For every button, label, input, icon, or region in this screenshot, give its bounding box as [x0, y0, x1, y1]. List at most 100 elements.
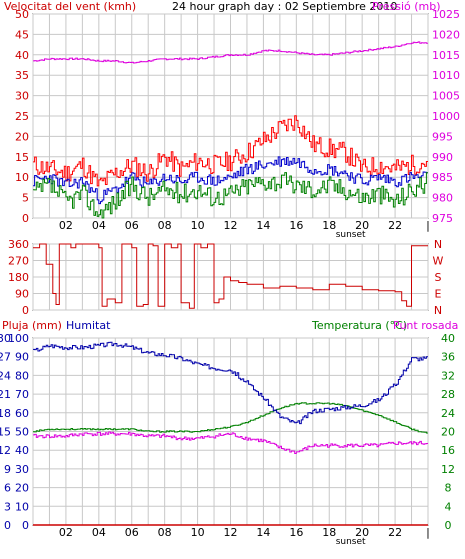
rain-tick-label: 30 [0, 332, 11, 345]
rain-tick-label: 15 [0, 426, 11, 439]
temperature-tick-label: 0 [445, 519, 452, 532]
x-tick-label: 22 [388, 219, 402, 232]
pressure-series [33, 41, 428, 64]
humidity-tick-label: 40 [15, 444, 29, 457]
compass-label: S [435, 271, 442, 284]
sunset-label: sunset [336, 537, 366, 547]
x-tick-label: 12 [224, 526, 238, 539]
x-tick-label: 10 [191, 219, 205, 232]
rain-tick-label: 6 [4, 482, 11, 495]
dewpoint-series [33, 431, 428, 454]
y-tick-label: 35 [15, 69, 29, 82]
graph-title: 24 hour graph day : 02 Septiembre 2010 [172, 0, 397, 13]
rain-tick-label: 12 [0, 444, 11, 457]
x-tick-label: 16 [289, 526, 303, 539]
x-tick-label: 08 [158, 219, 172, 232]
y-tick-label: 30 [15, 90, 29, 103]
y-right-tick-label: 1005 [432, 90, 460, 103]
humidity-tick-label: 10 [15, 500, 29, 513]
temperature-tick-label: 24 [441, 407, 455, 420]
compass-label: N [434, 238, 442, 251]
temperature-tick-label: 4 [445, 500, 452, 513]
wind-low-series [33, 172, 428, 219]
compass-label: N [434, 304, 442, 317]
y-tick-label: 180 [8, 271, 29, 284]
compass-label: W [433, 255, 444, 268]
x-tick-label: 06 [125, 526, 139, 539]
rain-tick-label: 0 [4, 519, 11, 532]
humidity-tick-label: 70 [15, 388, 29, 401]
y-tick-label: 45 [15, 28, 29, 41]
temperature-tick-label: 36 [441, 351, 455, 364]
temperature-tick-label: 20 [441, 426, 455, 439]
y-tick-label: 20 [15, 130, 29, 143]
temperature-title: Temperatura (°C) [311, 319, 407, 332]
y-tick-label: 25 [15, 110, 29, 123]
x-tick-label: 16 [289, 219, 303, 232]
rain-tick-label: 3 [4, 500, 11, 513]
temperature-tick-label: 28 [441, 388, 455, 401]
x-tick-label: 14 [256, 219, 270, 232]
x-tick-label: 20 [355, 219, 369, 232]
x-tick-label: 08 [158, 526, 172, 539]
y-right-tick-label: 1025 [432, 8, 460, 21]
temperature-tick-label: 40 [441, 332, 455, 345]
wind-average-series [33, 156, 428, 205]
temperature-series [33, 402, 428, 434]
humidity-tick-label: 60 [15, 407, 29, 420]
temperature-tick-label: 8 [445, 482, 452, 495]
y-tick-label: 50 [15, 8, 29, 21]
temperature-tick-label: 12 [441, 463, 455, 476]
humidity-tick-label: 0 [22, 519, 29, 532]
x-tick-label: 04 [92, 219, 106, 232]
humidity-tick-label: 90 [15, 351, 29, 364]
x-tick-label: 18 [322, 526, 336, 539]
x-tick-label: 20 [355, 526, 369, 539]
x-tick-label: 12 [224, 219, 238, 232]
humidity-title: Humitat [66, 319, 111, 332]
y-tick-label: 270 [8, 255, 29, 268]
sunset-label: sunset [336, 230, 366, 240]
wind-gust-series [33, 115, 428, 187]
y-tick-label: 15 [15, 151, 29, 164]
y-right-tick-label: 1000 [432, 110, 460, 123]
x-tick-label: 06 [125, 219, 139, 232]
rain-tick-label: 21 [0, 388, 11, 401]
x-end-tick: | [426, 219, 430, 232]
humidity-tick-label: 80 [15, 369, 29, 382]
x-tick-label: 14 [256, 526, 270, 539]
y-tick-label: 40 [15, 49, 29, 62]
rain-tick-label: 27 [0, 351, 11, 364]
compass-label: E [435, 288, 442, 301]
x-tick-label: 18 [322, 219, 336, 232]
x-tick-label: 02 [59, 526, 73, 539]
y-right-tick-label: 985 [432, 171, 453, 184]
temperature-tick-label: 32 [441, 369, 455, 382]
y-right-tick-label: 975 [432, 212, 453, 225]
y-right-tick-label: 990 [432, 151, 453, 164]
temperature-tick-label: 16 [441, 444, 455, 457]
x-tick-label: 22 [388, 526, 402, 539]
y-right-tick-label: 1015 [432, 49, 460, 62]
wind-direction-series [33, 243, 428, 309]
dewpoint-title: Punt rosada [393, 319, 458, 332]
y-right-tick-label: 980 [432, 192, 453, 205]
humidity-series [33, 341, 428, 425]
y-tick-label: 5 [22, 192, 29, 205]
rain-title: Pluja (mm) [2, 319, 62, 332]
y-tick-label: 10 [15, 171, 29, 184]
y-tick-label: 0 [22, 212, 29, 225]
x-tick-label: 10 [191, 526, 205, 539]
y-tick-label: 360 [8, 238, 29, 251]
wind-speed-title: Velocitat del vent (kmh) [4, 0, 136, 13]
humidity-tick-label: 100 [8, 332, 29, 345]
humidity-tick-label: 30 [15, 463, 29, 476]
humidity-tick-label: 50 [15, 426, 29, 439]
rain-tick-label: 9 [4, 463, 11, 476]
rain-tick-label: 24 [0, 369, 11, 382]
y-right-tick-label: 1020 [432, 28, 460, 41]
humidity-tick-label: 20 [15, 482, 29, 495]
